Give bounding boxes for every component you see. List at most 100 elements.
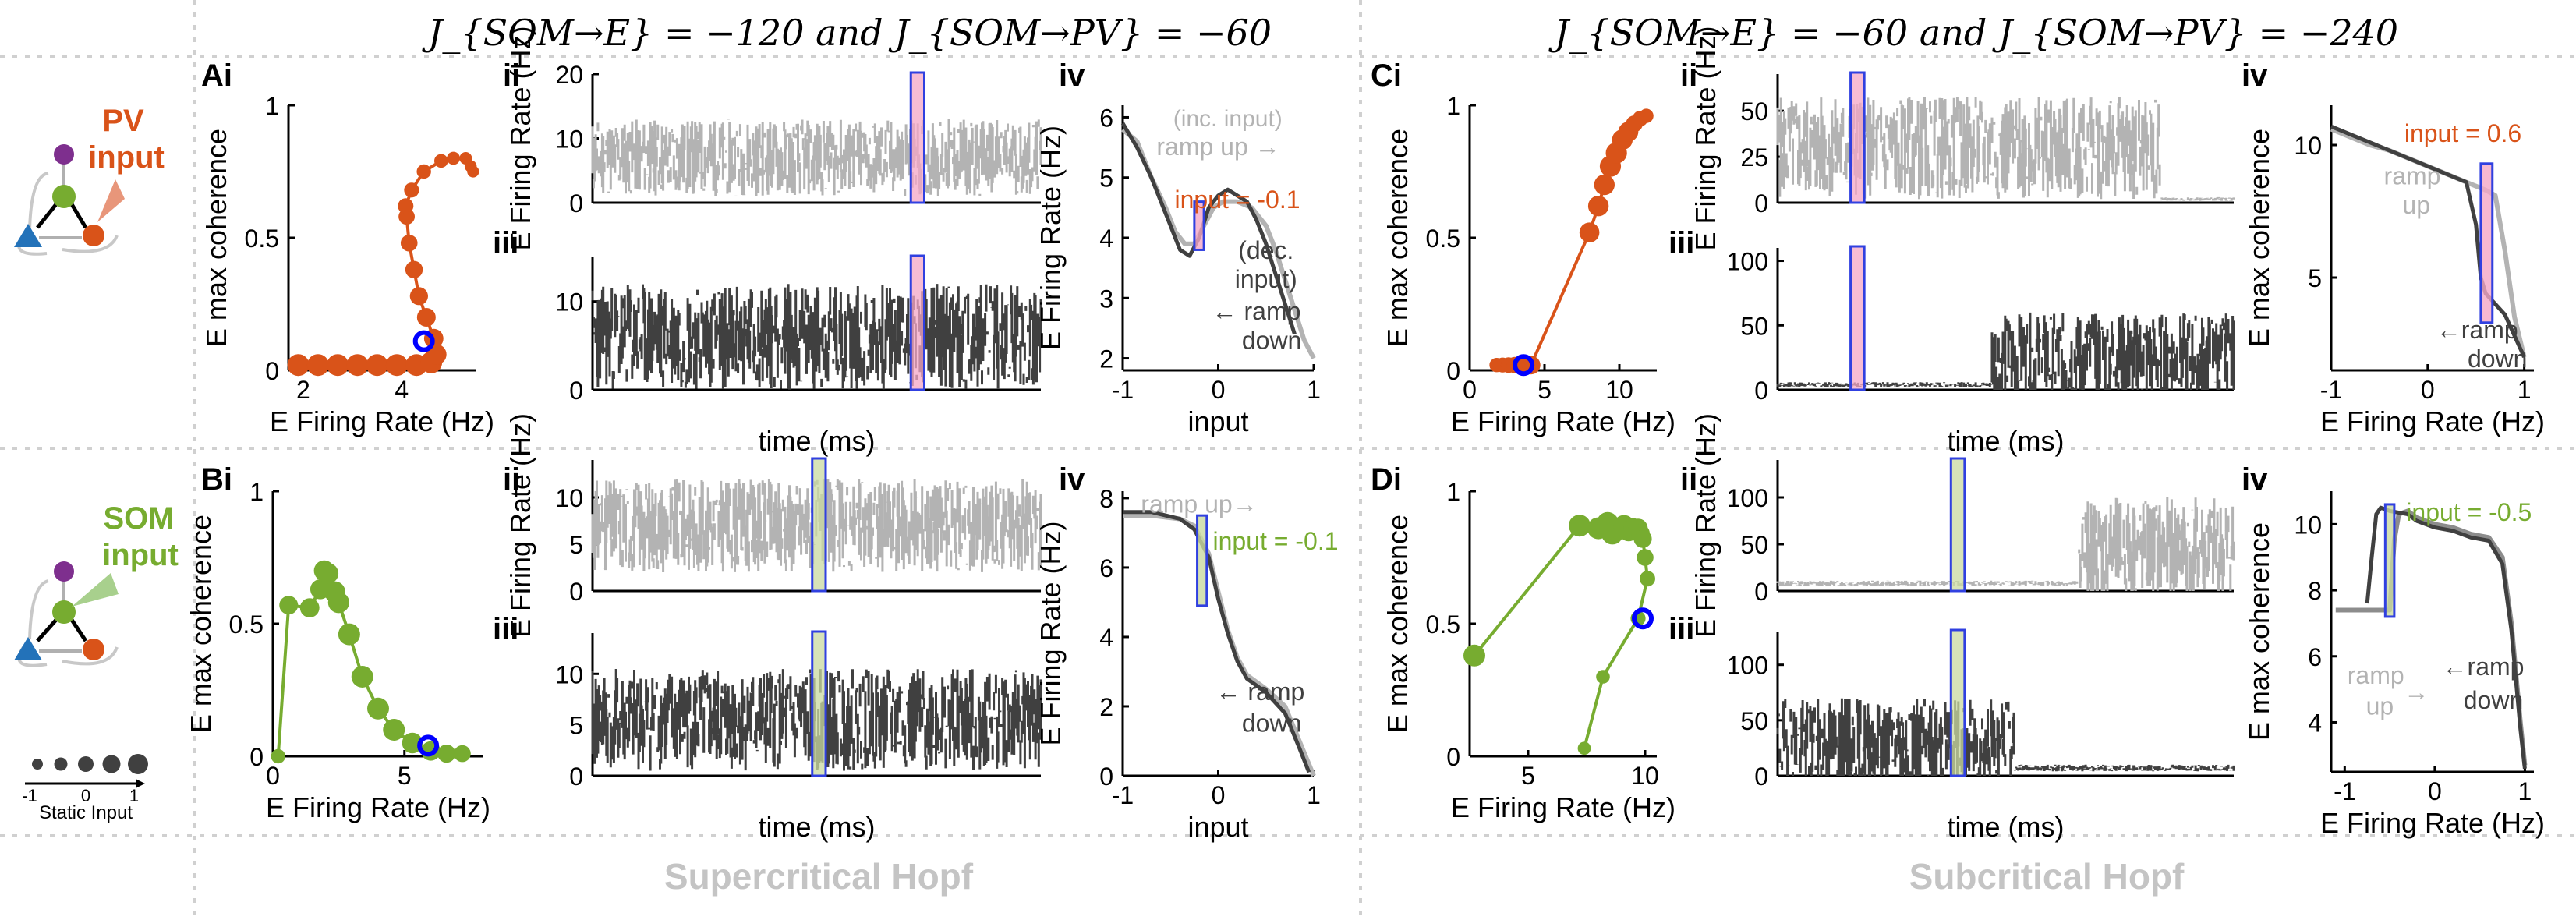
x-tick-label: 5 [1521,762,1535,790]
data-point [327,354,349,377]
data-point [385,354,408,377]
y-tick-label: 10 [2294,511,2322,539]
x-tick-label: 0 [1463,376,1477,404]
y-tick-label: 100 [1727,652,1768,680]
series-ramp-down-line [2365,505,2527,770]
annotation-label: down [2464,686,2524,714]
firing-rate-trace [1776,497,2235,591]
chart-Aii: 0 10 20 iiE Firing Rate (Hz) [503,26,1042,251]
annotation-label: ←ramp [2443,653,2525,681]
x-axis-label: E Firing Rate (Hz) [266,791,490,823]
legend-tick: 1 [129,786,139,805]
y-tick-label: 50 [1740,97,1768,126]
x-axis-label: input [1187,811,1248,843]
x-tick-label: -1 [2320,376,2342,404]
y-tick-label: 50 [1740,312,1768,340]
panel-label: iv [2242,462,2268,497]
selected-point-marker [417,734,440,757]
som-input-label-1: SOM [103,501,174,536]
y-tick-label: 0 [1754,189,1768,218]
data-point [1633,529,1652,548]
y-axis-label: E Firing Rate (Hz) [1035,521,1067,745]
pv-input-label-1: PV [102,104,144,138]
annotation-label: input = -0.1 [1175,186,1300,214]
size-legend-dot [54,757,68,771]
y-axis-label: E max coherence [2243,129,2275,347]
data-point [404,182,419,198]
y-tick-label: 25 [1740,143,1768,172]
series-line [1473,520,1650,749]
chart-Bi: 0 0.5 1 0 5 Bi E Firing Rate (Hz) E max coheren… [185,462,490,823]
firing-rate-trace [1776,312,2235,390]
x-tick-label: 10 [1631,762,1659,790]
data-point [351,666,373,688]
connection-arc [62,235,119,253]
y-tick-label: 0 [249,743,264,771]
firing-rate-trace [1776,97,2235,201]
chart-Ai: 0 0.5 1 2 4 Ai E Firing Rate (Hz) E max coheren… [200,58,494,437]
panel-label: ii [1680,462,1697,497]
series-ramp-up-line [2335,508,2528,766]
y-tick-label: 0 [569,377,583,405]
y-tick-label: 0.5 [245,225,279,253]
y-axis-label: E Firing Rate (Hz) [504,413,536,638]
y-tick-label: 0 [569,763,583,791]
time-window-highlight [1849,245,1866,391]
pv-neuron-icon [83,639,104,660]
annotation-label: input = -0.1 [1213,527,1339,555]
annotation-label: down [1242,326,1302,354]
panel-label: Ai [201,58,232,93]
data-point [367,697,389,720]
input-window-highlight [1193,200,1205,251]
e-neuron-icon [14,224,42,247]
y-tick-label: 10 [555,126,583,154]
x-tick-label: 0 [2421,376,2435,404]
time-window-highlight [1949,457,1966,593]
data-point [467,165,479,178]
series-ramp-down-line [2330,124,2526,359]
x-tick-label: 1 [1307,781,1321,809]
y-tick-label: 0 [265,357,279,385]
chart-Aiii: 0 10 iii time (ms) [493,226,1042,457]
x-tick-label: 0 [266,762,280,790]
y-tick-label: 0 [1754,578,1768,606]
y-tick-label: 100 [1727,248,1768,276]
input-arrow-icon [72,573,119,607]
input-window-highlight [1196,514,1208,607]
y-tick-label: 50 [1740,531,1768,559]
y-tick-label: 0 [1099,763,1113,791]
annotation-label: ramp up → [1156,133,1279,161]
x-axis-label: input [1187,405,1248,437]
y-tick-label: 2 [1099,345,1113,373]
firing-rate-trace [1776,698,2235,776]
panel-label: ii [1680,58,1697,93]
connection-line [69,203,88,229]
x-tick-label: -1 [1112,781,1134,809]
data-point [400,235,418,252]
x-tick-label: 4 [395,376,409,404]
series-line [276,568,462,757]
firing-rate-trace [591,669,1042,771]
panel-label: ii [503,58,520,93]
chart-Cii: 0 25 50 iiE Firing Rate (Hz) [1680,26,2235,251]
y-tick-label: 0 [569,578,583,606]
y-tick-label: 1 [1446,478,1460,506]
chart-Div: 4 6 8 10 -1 0 1 iv E Firing Rate (Hz) E max coher… [2242,462,2545,839]
y-axis-label: E max coherence [1382,129,1414,347]
panel-label: iii [1668,226,1694,260]
connection-line [36,203,58,229]
annotation-label: down [2468,345,2528,373]
annotation-label: input = -0.5 [2406,498,2532,526]
y-tick-label: 1 [249,478,264,506]
y-axis-label: E Firing Rate (Hz) [1035,126,1067,350]
data-point [1463,644,1485,667]
data-point [1594,174,1615,196]
x-tick-label: 0 [2428,777,2442,805]
input-window-highlight [2383,503,2396,618]
y-tick-label: 1 [1446,92,1460,120]
panel-label: iii [493,226,518,260]
x-tick-label: 1 [1307,376,1321,404]
